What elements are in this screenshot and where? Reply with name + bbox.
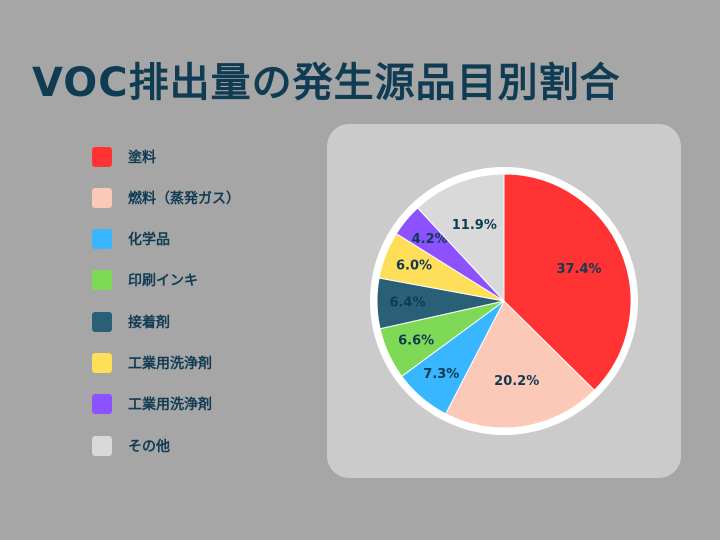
legend-item: 燃料（蒸発ガス） (92, 187, 240, 208)
legend-item: 工業用洗浄剤 (92, 352, 240, 373)
legend-label: 化学品 (128, 232, 170, 249)
pie-slice-label: 6.0% (396, 259, 432, 274)
chart-panel: 37.4% 20.2% 7.3% 6.6% 6.4% 6.0% 4.2% 11.9% (327, 124, 681, 478)
pie-slice (444, 300, 596, 429)
legend-item: 接着剤 (92, 311, 240, 332)
legend-label: 塗料 (128, 149, 156, 166)
pie-slice-label: 6.6% (398, 333, 434, 348)
chart-legend: 塗料燃料（蒸発ガス） 化学品印刷インキ接着剤工業用洗浄剤 工業用洗浄剤 その他 (92, 146, 240, 476)
pie-slice-label: 4.2% (412, 232, 448, 247)
legend-swatch (92, 187, 112, 208)
legend-item: 工業用洗浄剤 (92, 394, 240, 415)
legend-swatch (92, 435, 112, 456)
legend-label: 印刷インキ (128, 273, 198, 290)
legend-swatch (92, 270, 112, 291)
legend-swatch (92, 229, 112, 250)
legend-item: その他 (92, 435, 240, 456)
page-title: VOC排出量の発生源品目別割合 (32, 60, 621, 106)
legend-label: その他 (128, 438, 170, 455)
legend-item: 塗料 (92, 146, 240, 167)
legend-item: 印刷インキ (92, 270, 240, 291)
legend-swatch (92, 352, 112, 373)
legend-label: 接着剤 (128, 314, 170, 331)
pie-slice (503, 173, 632, 391)
pie-slice-label: 37.4% (556, 262, 601, 277)
pie-slice-label: 20.2% (494, 374, 539, 389)
pie-chart: 37.4% 20.2% 7.3% 6.6% 6.4% 6.0% 4.2% 11.9% (370, 167, 638, 435)
pie-slice-label: 7.3% (423, 367, 459, 382)
legend-label: 工業用洗浄剤 (128, 397, 212, 414)
legend-swatch (92, 394, 112, 415)
legend-swatch (92, 311, 112, 332)
pie-slice (416, 173, 505, 303)
legend-label: 工業用洗浄剤 (128, 355, 212, 372)
legend-swatch (92, 146, 112, 167)
legend-item: 化学品 (92, 229, 240, 250)
pie-slice-label: 11.9% (452, 218, 497, 233)
legend-label: 燃料（蒸発ガス） (128, 190, 240, 207)
pie-slice-label: 6.4% (389, 295, 425, 310)
